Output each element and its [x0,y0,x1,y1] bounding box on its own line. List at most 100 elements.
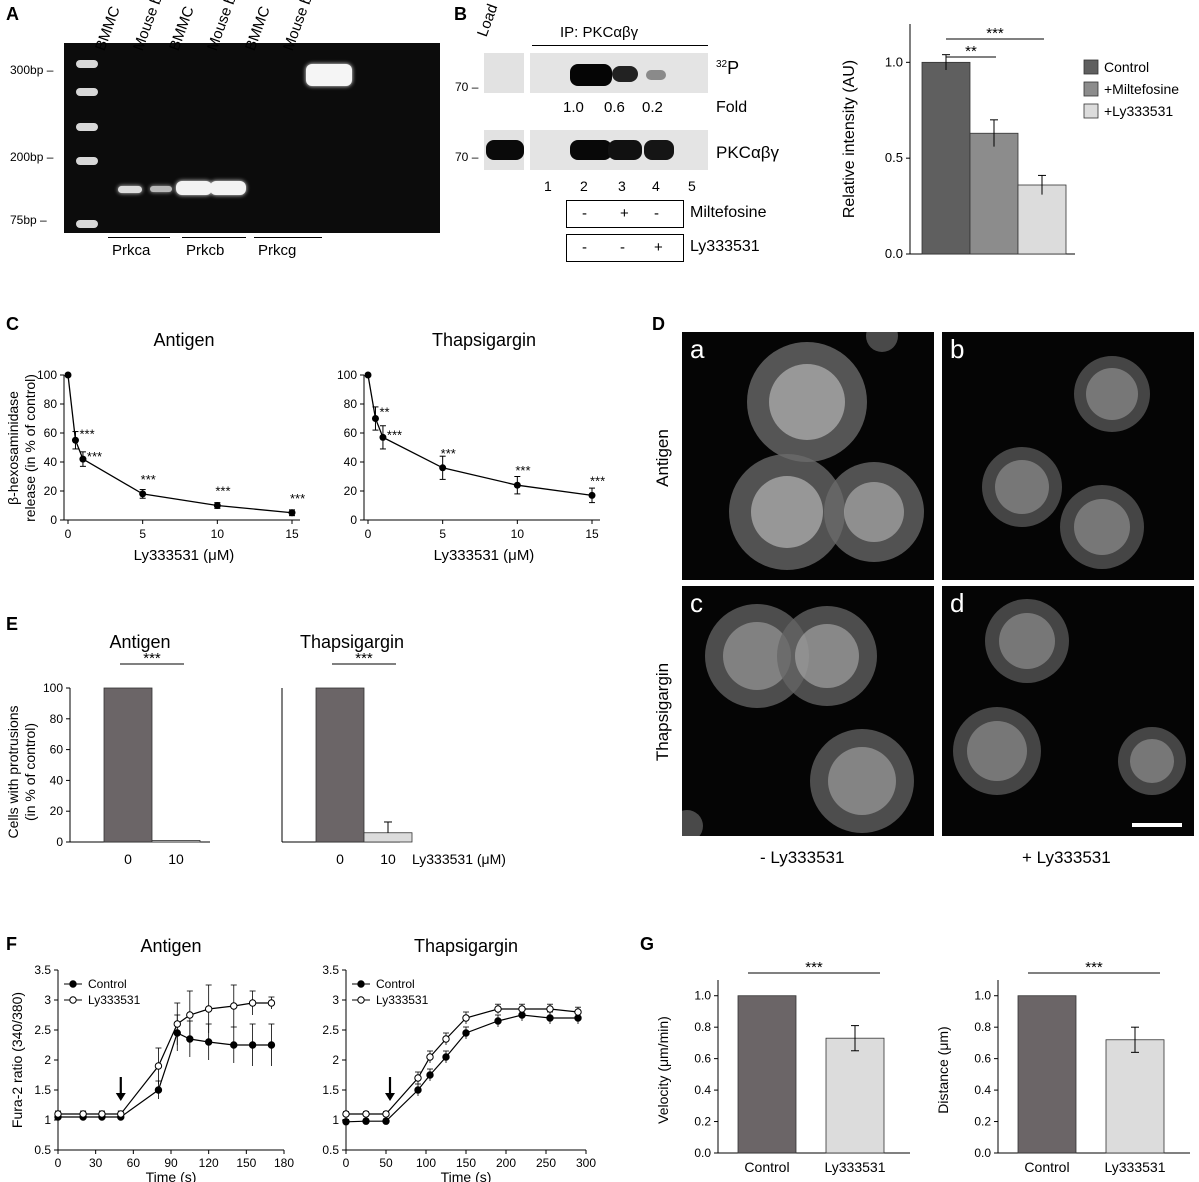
x-tick-label: 180 [274,1156,294,1170]
x-tick-label: 0 [55,1156,62,1170]
x-tick-label: 0 [65,527,72,541]
micrograph-d: d [942,586,1194,836]
legend-entry: Control [1104,59,1149,75]
y-axis-label: Distance (μm) [935,1026,951,1113]
fold-value: 0.6 [604,99,625,116]
bar [151,840,201,843]
fold-value: 1.0 [563,99,584,116]
data-point [414,1074,422,1082]
load-label: Load [474,1,502,39]
x-axis-label: Time (s) [441,1169,492,1182]
bar [969,132,1019,255]
chart-title: Antigen [140,936,201,956]
data-point [71,436,79,444]
data-point [267,1041,276,1049]
panel-letter-b: B [454,4,467,24]
x-tick-label: 10 [511,527,525,541]
legend-marker [357,980,365,988]
series-line [58,1002,272,1115]
x-tick-label: 10 [211,527,225,541]
panel-letter-d: D [652,314,665,334]
y-axis-label: Velocity (μm/min) [655,1016,671,1124]
data-point [494,1017,502,1025]
y-tick-label: 0.0 [974,1146,991,1160]
series-line [367,374,593,496]
lane-number: 2 [580,178,588,194]
gel-band [118,186,142,193]
x-tick-label: Control [1024,1159,1069,1175]
series-line [346,1008,579,1115]
data-point [173,1020,181,1028]
significance-stars: ** [379,405,389,420]
ladder-band [76,157,98,165]
x-tick-label: 100 [416,1156,436,1170]
legend-marker [69,980,77,988]
y-tick-label: 1.5 [34,1083,51,1097]
lane-number: 5 [688,178,696,194]
scale-bar [1132,823,1182,827]
data-point [117,1110,125,1118]
data-point [439,464,447,472]
y-tick-label: 0.5 [34,1143,51,1157]
significance-stars: *** [805,959,823,976]
cells-image-b [982,356,1150,569]
ip-underline [532,45,708,46]
y-tick-label: 60 [50,743,64,757]
data-point [588,491,596,499]
stimulus-arrow-head [385,1093,395,1101]
stimulus-arrow-head [115,1093,126,1101]
row-label-antigen: Antigen [653,429,672,487]
data-point [54,1110,62,1118]
x-tick-label: 60 [127,1156,141,1170]
x-tick-label: 5 [439,527,446,541]
significance-stars: *** [215,484,230,499]
data-point [98,1110,106,1118]
significance-stars: *** [986,25,1004,42]
y-tick-label: 3 [332,993,339,1007]
x-tick-label: Control [744,1159,789,1175]
significance-stars: *** [590,473,605,488]
significance-stars: ** [965,43,977,60]
bar [1017,995,1077,1154]
significance-stars: *** [387,427,402,442]
sub-label-a: a [690,334,705,364]
x-tick-label: Ly333531 [1105,1159,1166,1175]
marker-label: 300bp – [10,63,54,77]
y-tick-label: 20 [44,484,58,498]
x-tick-label: 300 [576,1156,596,1170]
legend-entry: +Miltefosine [1104,81,1179,97]
gel-band [150,186,172,192]
ladder-band [76,88,98,96]
significance-stars: *** [355,650,373,667]
y-tick-label: 1.0 [694,989,711,1003]
y-axis-label: β-hexosaminidase [5,391,21,505]
y-tick-label: 0 [50,513,57,527]
ladder-band [76,60,98,68]
sub-label-d: d [950,588,965,618]
significance-stars: *** [87,449,102,464]
x-tick-label: 90 [164,1156,178,1170]
data-point [414,1086,422,1094]
x-tick-label: 15 [285,527,299,541]
x-tick-label: 15 [585,527,599,541]
data-point [79,1110,87,1118]
data-point [513,481,521,489]
x-tick-label: 250 [536,1156,556,1170]
x-tick-label: 200 [496,1156,516,1170]
cells-image-a [729,332,924,570]
significance-stars: *** [79,426,94,441]
data-point [382,1117,390,1125]
ly333531-box [566,234,684,262]
treatment-sign: - [582,239,587,256]
data-point [379,433,387,441]
blot-band [486,140,524,160]
y-tick-label: 0.2 [694,1115,711,1129]
y-tick-label: 80 [344,397,358,411]
significance-stars: *** [441,446,456,461]
data-point [546,1014,554,1022]
panel-letter-a: A [6,4,19,24]
bar [315,687,365,843]
panel-f-thapsigargin-chart: Thapsigargin 0.5 1 1.5 2 2.5 3 3.5 0 50 100 150 200 2… [322,936,596,1182]
chart-title: Thapsigargin [414,936,518,956]
x-axis-label: Time (s) [146,1169,197,1182]
